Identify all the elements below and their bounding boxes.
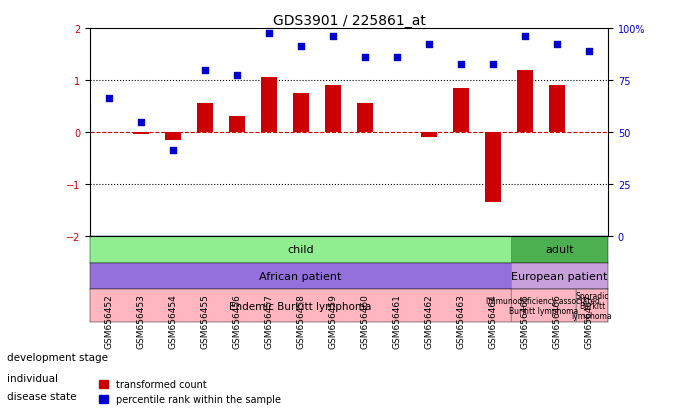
- Point: [391, 54, 402, 61]
- Point: [551, 41, 562, 48]
- Text: disease state: disease state: [7, 392, 77, 401]
- Bar: [261, 78, 277, 133]
- Text: GSM656452: GSM656452: [104, 293, 113, 348]
- Text: Immunodeficiency associated
Burkitt lymphoma: Immunodeficiency associated Burkitt lymp…: [486, 296, 600, 316]
- Text: GSM656467: GSM656467: [585, 293, 594, 348]
- Text: GSM656461: GSM656461: [392, 293, 401, 348]
- Text: child: child: [287, 244, 314, 254]
- Text: development stage: development stage: [7, 352, 108, 362]
- Bar: [511, 263, 608, 290]
- Bar: [90, 290, 511, 322]
- Legend: transformed count, percentile rank within the sample: transformed count, percentile rank withi…: [95, 375, 285, 408]
- Bar: [90, 263, 511, 290]
- Text: GSM656459: GSM656459: [328, 293, 337, 348]
- Bar: [229, 117, 245, 133]
- Bar: [576, 290, 608, 322]
- Text: adult: adult: [545, 244, 574, 254]
- Point: [455, 62, 466, 69]
- Text: GSM656460: GSM656460: [361, 293, 370, 348]
- Bar: [325, 86, 341, 133]
- Text: GSM656463: GSM656463: [457, 293, 466, 348]
- Bar: [421, 133, 437, 138]
- Point: [359, 54, 370, 61]
- Point: [583, 49, 594, 55]
- Bar: [453, 88, 469, 133]
- Text: GSM656455: GSM656455: [200, 293, 209, 348]
- Text: GSM656458: GSM656458: [296, 293, 305, 348]
- Text: GSM656454: GSM656454: [169, 293, 178, 348]
- Text: GSM656466: GSM656466: [552, 293, 561, 348]
- Text: Sporadic
Burkitt
lymphoma: Sporadic Burkitt lymphoma: [571, 291, 612, 321]
- Text: GSM656457: GSM656457: [265, 293, 274, 348]
- Point: [487, 62, 498, 69]
- Point: [231, 72, 243, 79]
- Bar: [511, 290, 576, 322]
- Point: [296, 44, 307, 50]
- Text: Endemic Burkitt lymphoma: Endemic Burkitt lymphoma: [229, 301, 372, 311]
- Bar: [517, 70, 533, 133]
- Point: [263, 31, 274, 38]
- Text: GSM656456: GSM656456: [232, 293, 241, 348]
- Point: [328, 33, 339, 40]
- Text: GSM656464: GSM656464: [489, 293, 498, 348]
- Bar: [511, 236, 608, 263]
- Text: individual: individual: [7, 373, 58, 383]
- Text: GSM656462: GSM656462: [424, 293, 433, 348]
- Point: [104, 95, 115, 102]
- Bar: [90, 236, 511, 263]
- Bar: [293, 94, 309, 133]
- Text: GSM656453: GSM656453: [137, 293, 146, 348]
- Point: [200, 67, 211, 74]
- Point: [520, 33, 531, 40]
- Bar: [197, 104, 213, 133]
- Text: African patient: African patient: [259, 271, 341, 281]
- Bar: [357, 104, 373, 133]
- Point: [424, 41, 435, 48]
- Bar: [549, 86, 565, 133]
- Text: European patient: European patient: [511, 271, 607, 281]
- Bar: [485, 133, 501, 202]
- Text: GSM656465: GSM656465: [520, 293, 529, 348]
- Point: [135, 119, 146, 126]
- Bar: [133, 133, 149, 135]
- Title: GDS3901 / 225861_at: GDS3901 / 225861_at: [272, 14, 426, 28]
- Bar: [165, 133, 181, 140]
- Point: [167, 147, 178, 154]
